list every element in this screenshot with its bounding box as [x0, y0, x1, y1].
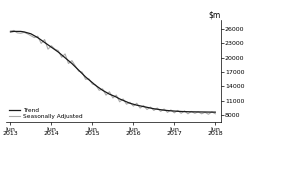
Legend: Trend, Seasonally Adjusted: Trend, Seasonally Adjusted [8, 108, 82, 120]
Text: $m: $m [209, 11, 221, 20]
